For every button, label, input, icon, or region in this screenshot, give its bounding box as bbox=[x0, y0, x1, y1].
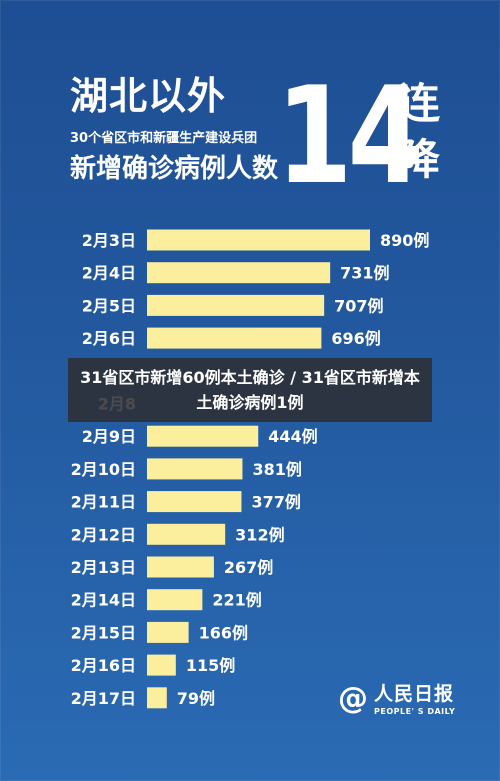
category-label: 2月16日 bbox=[71, 656, 136, 675]
bar bbox=[147, 654, 176, 676]
bar bbox=[147, 687, 167, 709]
value-label: 696例 bbox=[331, 329, 380, 348]
bar bbox=[147, 294, 325, 316]
category-label: 2月5日 bbox=[82, 296, 136, 315]
bar bbox=[147, 425, 259, 447]
value-label: 79例 bbox=[177, 689, 215, 708]
bar bbox=[147, 556, 214, 578]
value-label: 267例 bbox=[224, 558, 273, 577]
value-label: 444例 bbox=[268, 427, 317, 446]
caption-text: 31省区市新增60例本土确诊 / 31省区市新增本土确诊病例1例 bbox=[80, 368, 420, 412]
category-label: 2月10日 bbox=[71, 460, 136, 479]
category-label: 2月9日 bbox=[82, 427, 136, 446]
bar bbox=[147, 327, 322, 349]
peoples-daily-logo: @ 人民日报 PEOPLE' S DAILY bbox=[338, 680, 462, 720]
category-label: 2月15日 bbox=[71, 623, 136, 642]
bar bbox=[147, 458, 243, 480]
value-label: 377例 bbox=[251, 493, 300, 512]
value-label: 707例 bbox=[334, 296, 383, 315]
bar bbox=[147, 589, 203, 611]
title-subtitle: 30个省区市和新疆生产建设兵团 bbox=[70, 131, 258, 146]
value-label: 731例 bbox=[340, 264, 389, 283]
value-label: 890例 bbox=[380, 231, 429, 250]
title-suffix: 连降 bbox=[397, 79, 440, 184]
at-sign-icon: @ bbox=[338, 681, 368, 716]
bar bbox=[147, 523, 226, 545]
category-label: 2月6日 bbox=[82, 329, 136, 348]
category-label: 2月14日 bbox=[71, 591, 136, 610]
value-label: 166例 bbox=[199, 623, 248, 642]
title-number: 14 bbox=[276, 58, 424, 214]
value-label: 312例 bbox=[235, 525, 284, 544]
bar bbox=[147, 229, 370, 251]
category-label: 2月3日 bbox=[82, 231, 136, 250]
category-label: 2月17日 bbox=[71, 689, 136, 708]
category-label: 2月4日 bbox=[82, 264, 136, 283]
title-bottom: 新增确诊病例人数 bbox=[70, 154, 279, 184]
value-label: 221例 bbox=[212, 591, 261, 610]
bar bbox=[147, 262, 331, 284]
value-label: 115例 bbox=[186, 656, 235, 675]
bar bbox=[147, 621, 189, 643]
title-main: 湖北以外 bbox=[70, 74, 227, 118]
caption-overlay: 31省区市新增60例本土确诊 / 31省区市新增本土确诊病例1例 bbox=[68, 358, 432, 422]
bar bbox=[147, 491, 242, 513]
logo-name-en: PEOPLE' S DAILY bbox=[374, 707, 456, 716]
category-label: 2月12日 bbox=[71, 525, 136, 544]
category-label: 2月13日 bbox=[71, 558, 136, 577]
logo-name-cn: 人民日报 bbox=[374, 683, 455, 705]
category-label: 2月11日 bbox=[71, 493, 136, 512]
value-label: 381例 bbox=[252, 460, 301, 479]
